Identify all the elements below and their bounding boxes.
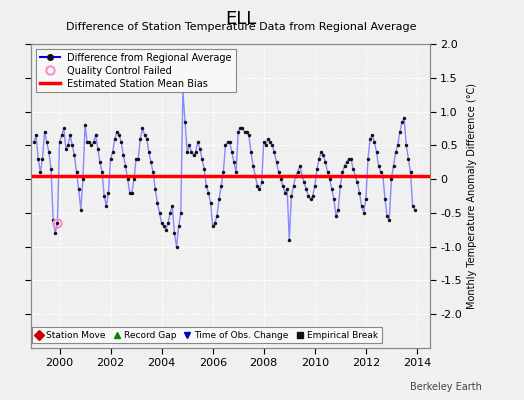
Y-axis label: Monthly Temperature Anomaly Difference (°C): Monthly Temperature Anomaly Difference (… [467, 83, 477, 309]
Text: Difference of Station Temperature Data from Regional Average: Difference of Station Temperature Data f… [66, 22, 416, 32]
Legend: Station Move, Record Gap, Time of Obs. Change, Empirical Break: Station Move, Record Gap, Time of Obs. C… [32, 327, 381, 344]
Text: ELL: ELL [225, 10, 257, 28]
Text: Berkeley Earth: Berkeley Earth [410, 382, 482, 392]
